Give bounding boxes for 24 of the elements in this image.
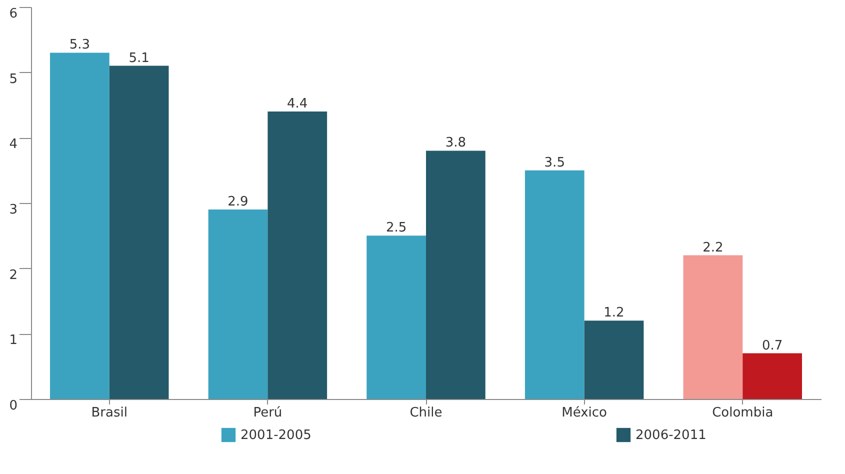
- data-label: 1.2: [604, 306, 624, 321]
- x-tick-label: México: [562, 406, 608, 420]
- data-label: 2.5: [386, 220, 407, 236]
- data-label: 2.9: [228, 194, 248, 210]
- data-label: 5.1: [128, 50, 150, 66]
- data-label: 5.3: [69, 38, 90, 53]
- y-tick-label: 5: [9, 72, 18, 87]
- x-tick-label: Chile: [410, 406, 442, 420]
- y-tick-label: 6: [9, 6, 18, 22]
- x-tick-label: Brasil: [91, 406, 128, 420]
- legend-label: 2006-2011: [636, 428, 706, 443]
- data-label: 0.7: [762, 338, 783, 354]
- data-label: 3.5: [544, 155, 565, 170]
- data-label: 4.4: [287, 96, 308, 112]
- y-tick-label: 4: [9, 137, 18, 152]
- x-tick-label: Perú: [253, 406, 282, 420]
- y-tick-label: 1: [9, 333, 18, 348]
- data-label: 3.8: [445, 136, 466, 151]
- y-tick-label: 2: [9, 268, 18, 283]
- x-tick-label: Colombia: [712, 406, 774, 420]
- data-label: 2.2: [702, 240, 724, 256]
- y-tick-label: 3: [9, 202, 18, 218]
- y-tick-label: 0: [9, 398, 18, 414]
- legend-label: 2001-2005: [240, 428, 312, 443]
